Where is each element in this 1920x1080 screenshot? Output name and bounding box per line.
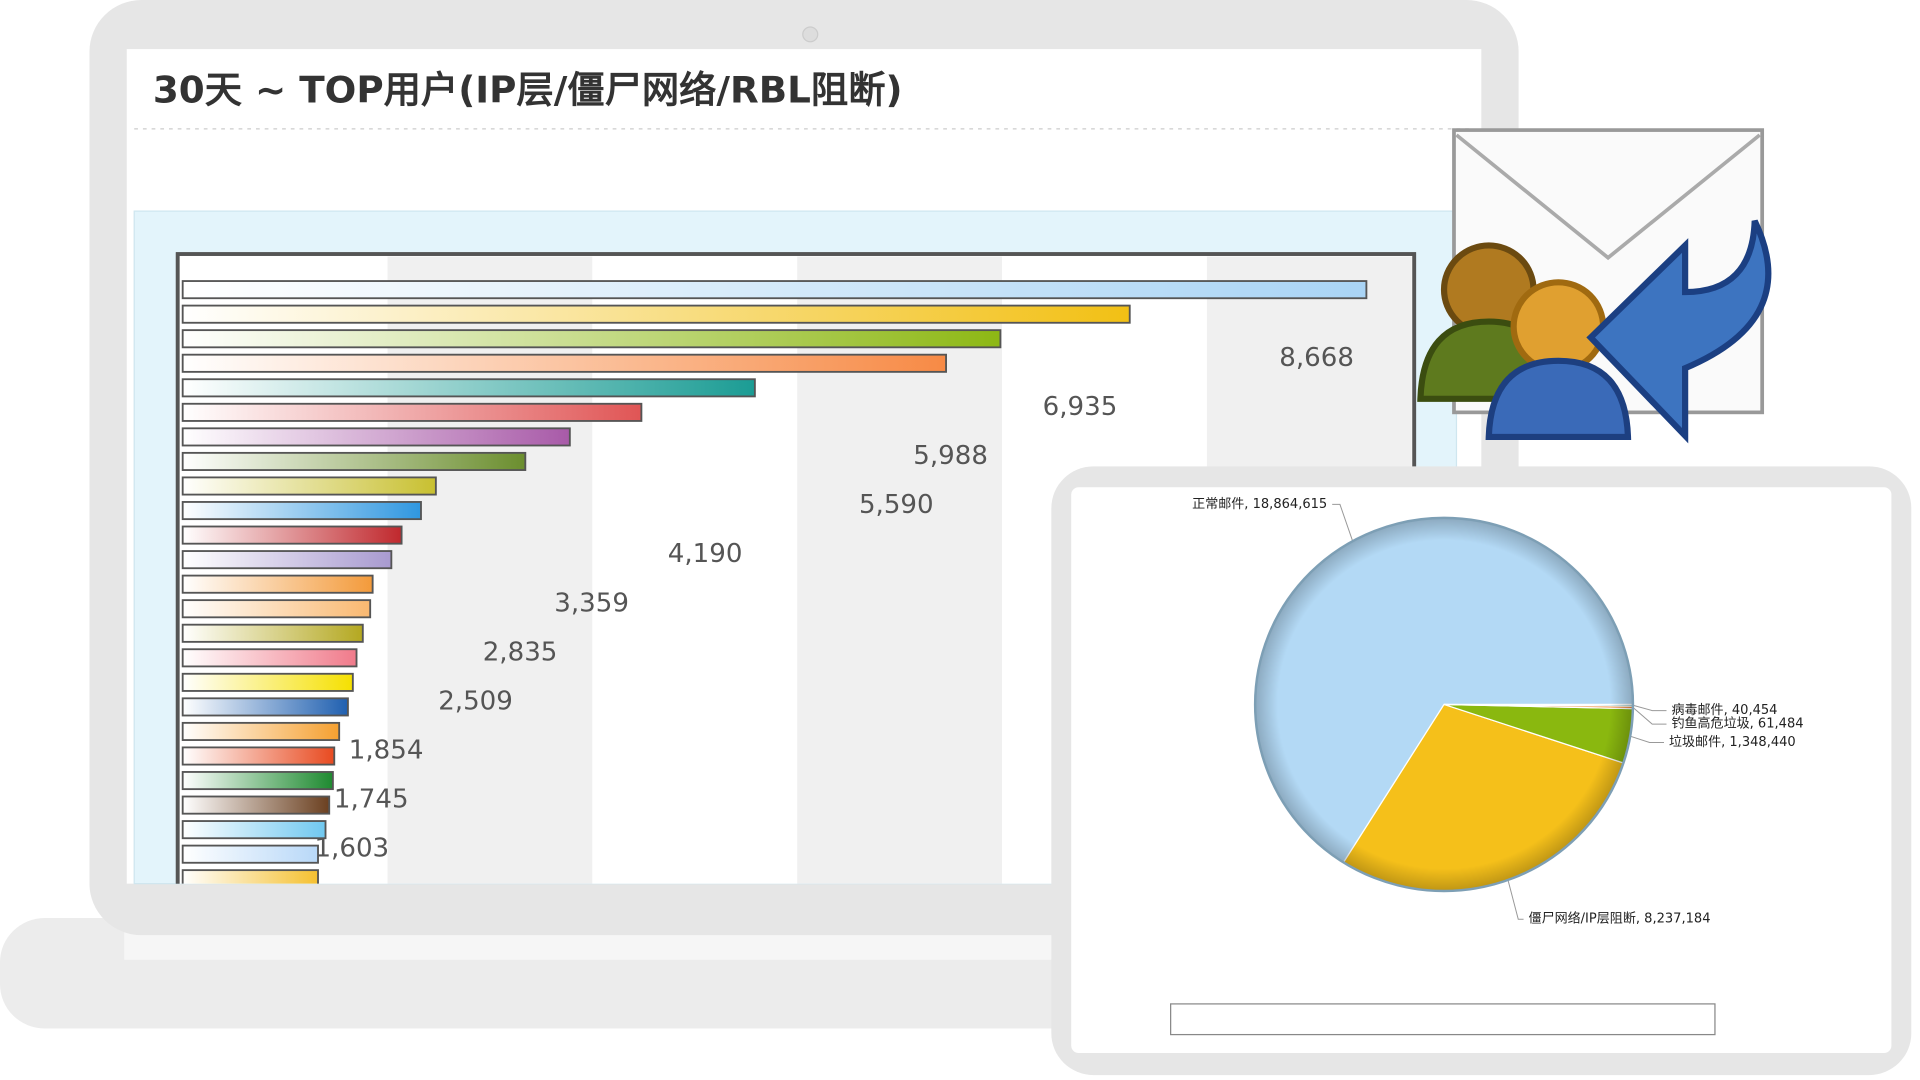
pie-chart: 正常邮件, 18,864,615 僵尸网络/IP层阻断, 8,237,184 垃圾邮… — [1174, 497, 1804, 1027]
bar — [181, 402, 643, 422]
leader-line — [1630, 735, 1664, 743]
pie-label: 垃圾邮件, 1,348,440 — [1669, 735, 1796, 750]
bar — [181, 648, 358, 668]
leader-line — [1632, 707, 1667, 725]
value-label: 2,509 — [438, 687, 513, 717]
bar — [181, 599, 372, 619]
value-label: 1,854 — [349, 736, 424, 766]
bar — [181, 623, 364, 643]
bar — [181, 451, 527, 471]
leader-line — [1332, 503, 1354, 542]
pie-label: 病毒邮件, 40,454 — [1671, 703, 1777, 718]
value-label: 8,668 — [1279, 343, 1354, 373]
pie-shade — [1253, 516, 1635, 893]
bar — [181, 427, 571, 447]
value-label: 1,603 — [314, 834, 389, 864]
legend-box — [1170, 1003, 1716, 1036]
chart-title: 30天 ~ TOP用户(IP层/僵尸网络/RBL阻断) — [153, 69, 903, 112]
bar — [181, 844, 319, 864]
value-label: 1,745 — [334, 785, 409, 815]
bar — [181, 525, 403, 545]
value-label: 3,359 — [554, 588, 629, 618]
bar — [181, 795, 331, 815]
pie-label: 钓鱼高危垃圾, 61,484 — [1671, 716, 1803, 732]
bar — [181, 501, 422, 521]
camera — [802, 26, 819, 43]
pie-label: 正常邮件, 18,864,615 — [1192, 497, 1327, 512]
value-label: 2,835 — [483, 638, 558, 668]
value-label: 4,190 — [668, 539, 743, 569]
value-label: 5,590 — [859, 490, 934, 520]
bar — [181, 550, 393, 570]
bar — [181, 746, 336, 766]
bar-plot: 8,668 6,935 5,988 5,590 4,190 3,359 2,835 2,509… — [175, 252, 1417, 884]
value-label: 6,935 — [1043, 392, 1118, 422]
bar — [181, 329, 1002, 349]
bar — [181, 820, 327, 840]
bar — [181, 304, 1131, 324]
bar — [181, 378, 756, 398]
bar — [181, 280, 1368, 300]
bar — [181, 721, 341, 741]
mail-icon — [1417, 128, 1772, 444]
bar — [181, 869, 319, 884]
bar — [181, 353, 947, 373]
leader-line — [1632, 704, 1667, 712]
value-label: 5,988 — [913, 441, 988, 471]
bar — [181, 697, 349, 717]
bar — [181, 771, 334, 791]
pie-label: 僵尸网络/IP层阻断, 8,237,184 — [1529, 911, 1711, 927]
bar — [181, 672, 354, 692]
bar — [181, 476, 437, 496]
leader-line — [1507, 879, 1524, 920]
bar — [181, 574, 374, 594]
